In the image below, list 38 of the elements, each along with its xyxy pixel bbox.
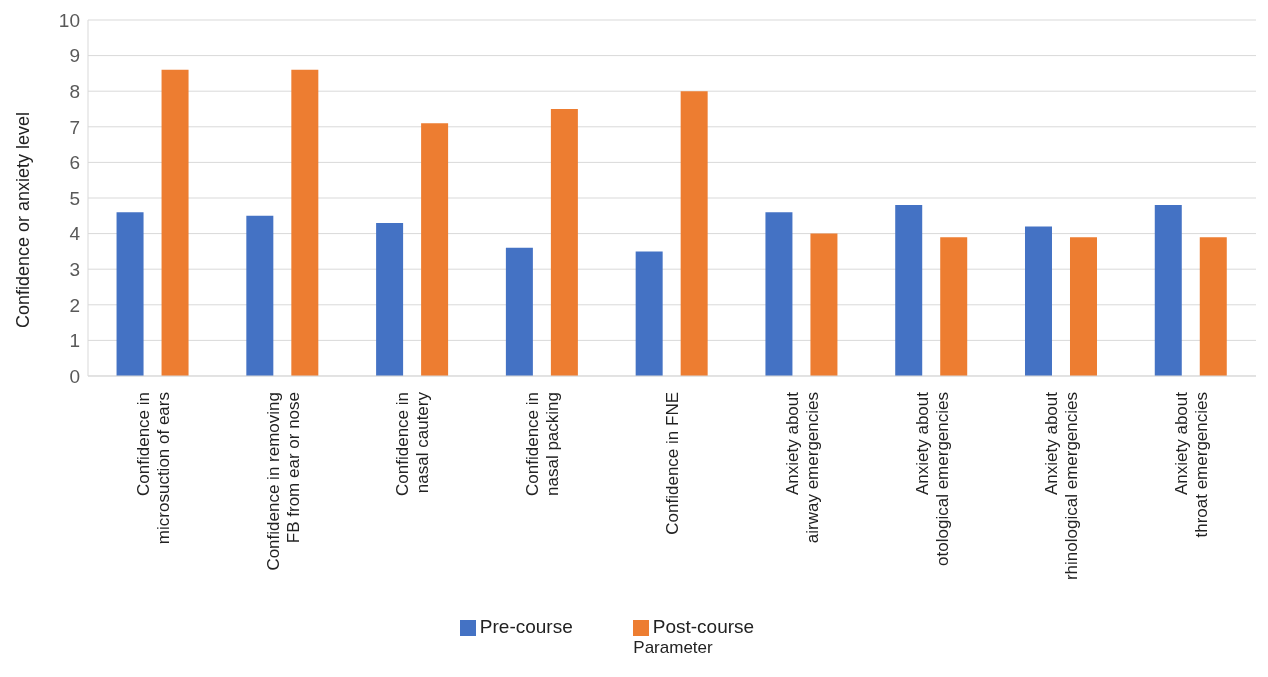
bar [810, 233, 838, 376]
bar [161, 69, 189, 376]
y-axis-title: Confidence or anxiety level [13, 111, 34, 328]
bar [895, 205, 923, 376]
bar [940, 237, 968, 376]
x-tick-label: Anxiety about airway emergencies [782, 391, 822, 544]
y-tick-label: 1 [69, 330, 80, 352]
bar [680, 91, 708, 376]
y-tick-label: 8 [69, 80, 80, 102]
bar [1199, 237, 1227, 376]
x-tick-label: Confidence in microsuction of ears [133, 392, 173, 545]
y-tick-label: 4 [69, 223, 81, 245]
bar [116, 212, 144, 376]
bar [376, 222, 404, 376]
y-tick-label: 6 [69, 152, 80, 174]
y-tick-label: 7 [69, 116, 80, 138]
bar [421, 123, 449, 376]
x-tick-label: Confidence in FNE [663, 392, 682, 535]
bar [1154, 205, 1182, 376]
legend-label: Post-course [652, 616, 755, 637]
bar [246, 215, 274, 376]
y-tick-label: 5 [69, 187, 80, 209]
y-tick-label: 3 [69, 258, 80, 280]
bar [550, 109, 578, 376]
y-tick-label: 0 [69, 365, 80, 387]
y-tick-label: 10 [58, 9, 80, 31]
bar [635, 251, 663, 376]
bar [1070, 237, 1097, 376]
x-tick-label: Confidence in nasal packing [523, 392, 563, 496]
bar [765, 212, 793, 376]
y-tick-label: 2 [69, 294, 80, 316]
legend-label: Pre-course [479, 616, 573, 637]
bar [1025, 226, 1052, 376]
x-axis-title: Parameter [632, 638, 714, 658]
bar [505, 247, 533, 376]
x-tick-label: Confidence in nasal cautery [393, 391, 433, 496]
bar [291, 69, 319, 376]
y-tick-label: 9 [69, 45, 80, 67]
